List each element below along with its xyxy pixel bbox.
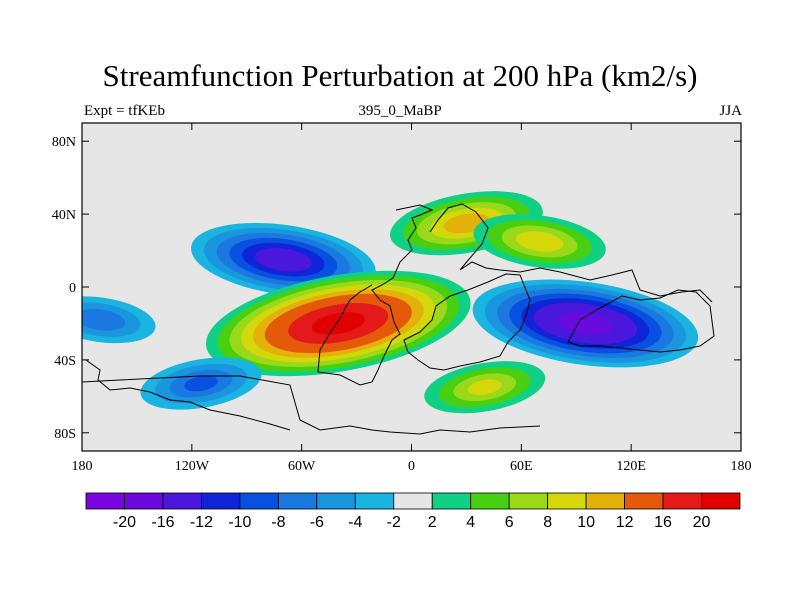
colorbar-label: -20 bbox=[113, 514, 136, 531]
y-tick-label: 0 bbox=[69, 281, 76, 296]
contour-field bbox=[82, 123, 741, 451]
colorbar-swatch bbox=[239, 492, 279, 510]
colorbar-swatch bbox=[85, 492, 125, 510]
coastline-australia bbox=[567, 289, 715, 353]
colorbar-swatch bbox=[124, 492, 164, 510]
colorbar-label: 16 bbox=[654, 514, 672, 531]
contour-feature bbox=[472, 279, 699, 368]
coastline-eurasia bbox=[429, 203, 713, 303]
coastline-africa bbox=[403, 273, 531, 371]
colorbar-label: -8 bbox=[271, 514, 285, 531]
colorbar-label: 20 bbox=[693, 514, 711, 531]
contour-feature bbox=[205, 270, 471, 377]
x-tick-label: 180 bbox=[72, 459, 93, 474]
colorbar-swatch bbox=[585, 492, 625, 510]
case-label: 395_0_MaBP bbox=[358, 103, 442, 119]
y-tick-label: 40N bbox=[52, 208, 76, 223]
colorbar-label: 10 bbox=[577, 514, 595, 531]
axes: 180 120W 60W 0 60E 120E 180 80N 40N 0 40S 80S bbox=[52, 123, 752, 474]
colorbar-swatch bbox=[393, 492, 433, 510]
contour-feature bbox=[82, 296, 156, 344]
contour-band bbox=[82, 308, 126, 331]
colorbar-swatch bbox=[162, 492, 202, 510]
contour-band bbox=[255, 247, 312, 272]
colorbar-label: -16 bbox=[151, 514, 174, 531]
season-label: JJA bbox=[719, 103, 742, 119]
colorbar-swatch bbox=[701, 492, 741, 510]
coastline-americas bbox=[317, 204, 434, 386]
colorbar-swatch bbox=[624, 492, 664, 510]
x-tick-label: 60E bbox=[510, 459, 533, 474]
colorbar-swatch bbox=[547, 492, 587, 510]
colorbar-label: 6 bbox=[505, 514, 514, 531]
y-tick-label: 40S bbox=[54, 354, 76, 369]
contour-feature bbox=[140, 357, 262, 410]
x-tick-label: 0 bbox=[408, 459, 415, 474]
coastline-misc bbox=[85, 359, 291, 431]
contour-band bbox=[558, 312, 613, 335]
colorbar: -20 -16 -12 -10 -8 -6 -4 -2 2 4 6 8 10 12 16 20 bbox=[85, 492, 741, 531]
y-tick-label: 80S bbox=[54, 427, 76, 442]
colorbar-swatch bbox=[354, 492, 395, 510]
colorbar-swatch bbox=[201, 492, 241, 510]
colorbar-label: -4 bbox=[348, 514, 362, 531]
contour-band bbox=[184, 375, 218, 392]
chart-title: Streamfunction Perturbation at 200 hPa (… bbox=[102, 58, 698, 93]
contour-feature bbox=[473, 214, 606, 269]
colorbar-label: 4 bbox=[466, 514, 475, 531]
contour-band bbox=[515, 231, 564, 252]
colorbar-label: 8 bbox=[543, 514, 552, 531]
coastline bbox=[82, 203, 715, 435]
coastline-antarctica bbox=[82, 375, 541, 435]
contour-band bbox=[467, 379, 502, 395]
colorbar-swatch bbox=[662, 492, 702, 510]
x-tick-label: 120W bbox=[175, 459, 210, 474]
contour-feature bbox=[424, 361, 546, 414]
colorbar-swatch bbox=[508, 492, 549, 510]
y-tick-label: 80N bbox=[52, 135, 76, 150]
x-tick-label: 60W bbox=[288, 459, 316, 474]
colorbar-label: 2 bbox=[428, 514, 437, 531]
colorbar-swatch bbox=[316, 492, 356, 510]
colorbar-label: 12 bbox=[616, 514, 634, 531]
colorbar-label: -10 bbox=[228, 514, 251, 531]
colorbar-label: -12 bbox=[190, 514, 213, 531]
colorbar-swatch bbox=[277, 492, 318, 510]
colorbar-label: -2 bbox=[387, 514, 401, 531]
experiment-label: Expt = tfKEb bbox=[84, 103, 165, 119]
colorbar-swatch bbox=[470, 492, 510, 510]
colorbar-swatch bbox=[431, 492, 472, 510]
x-tick-label: 120E bbox=[616, 459, 646, 474]
contour-band bbox=[311, 312, 365, 335]
colorbar-label: -6 bbox=[310, 514, 324, 531]
x-tick-label: 180 bbox=[731, 459, 752, 474]
